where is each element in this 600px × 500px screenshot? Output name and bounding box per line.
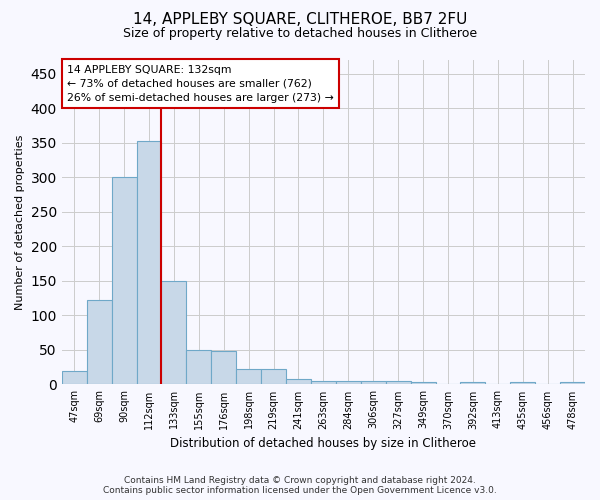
Y-axis label: Number of detached properties: Number of detached properties xyxy=(15,134,25,310)
Bar xyxy=(87,300,112,384)
Bar xyxy=(386,381,410,384)
Bar xyxy=(510,382,535,384)
Bar xyxy=(286,379,311,384)
Bar xyxy=(311,381,336,384)
Text: 14, APPLEBY SQUARE, CLITHEROE, BB7 2FU: 14, APPLEBY SQUARE, CLITHEROE, BB7 2FU xyxy=(133,12,467,28)
Bar xyxy=(361,381,386,384)
Bar xyxy=(410,382,436,384)
Bar xyxy=(137,142,161,384)
Bar xyxy=(336,381,361,384)
X-axis label: Distribution of detached houses by size in Clitheroe: Distribution of detached houses by size … xyxy=(170,437,476,450)
Text: Contains HM Land Registry data © Crown copyright and database right 2024.
Contai: Contains HM Land Registry data © Crown c… xyxy=(103,476,497,495)
Bar xyxy=(560,382,585,384)
Bar xyxy=(460,382,485,384)
Bar xyxy=(211,352,236,384)
Bar xyxy=(187,350,211,384)
Text: 14 APPLEBY SQUARE: 132sqm
← 73% of detached houses are smaller (762)
26% of semi: 14 APPLEBY SQUARE: 132sqm ← 73% of detac… xyxy=(67,65,334,103)
Bar xyxy=(261,369,286,384)
Bar xyxy=(112,178,137,384)
Bar xyxy=(62,370,87,384)
Bar xyxy=(236,369,261,384)
Bar xyxy=(161,281,187,384)
Text: Size of property relative to detached houses in Clitheroe: Size of property relative to detached ho… xyxy=(123,28,477,40)
